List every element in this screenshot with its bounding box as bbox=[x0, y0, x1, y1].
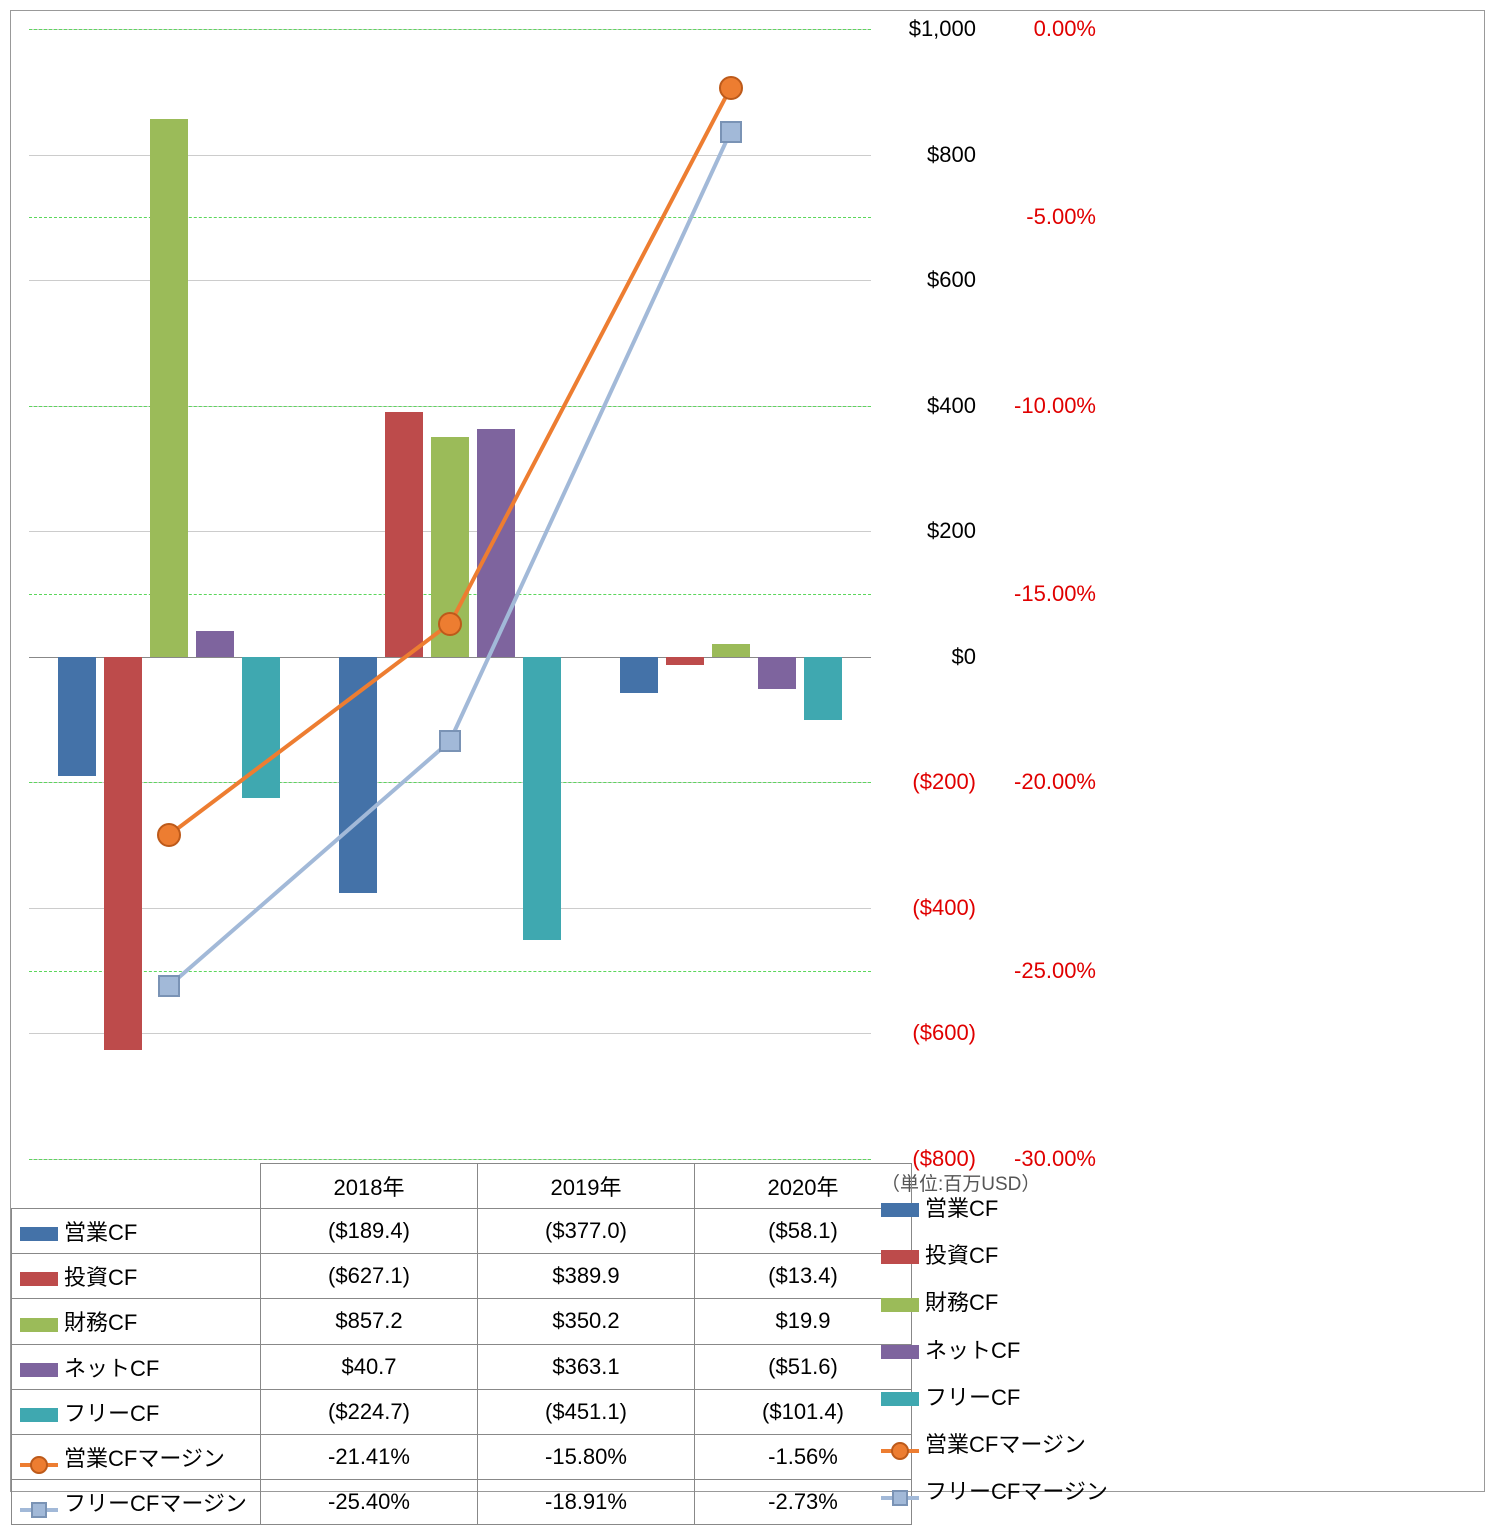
y-axis-right: 0.00%-5.00%-10.00%-15.00%-20.00%-25.00%-… bbox=[986, 29, 1096, 1159]
bar-ネットCF bbox=[196, 631, 234, 657]
chart-container: $1,000 $800 $600 $400 $200 $0 ($200) ($400) ($60… bbox=[10, 10, 1485, 1492]
table-header: 2018年 bbox=[261, 1164, 478, 1209]
table-row-label: フリーCFマージン bbox=[12, 1480, 261, 1525]
y-tick-left: $0 bbox=[952, 644, 976, 670]
bar-ネットCF bbox=[477, 429, 515, 657]
table-cell: ($189.4) bbox=[261, 1209, 478, 1254]
legend-item: 投資CF bbox=[881, 1238, 1108, 1270]
table-cell: ($58.1) bbox=[695, 1209, 912, 1254]
bar-フリーCF bbox=[523, 657, 561, 940]
zero-line bbox=[29, 657, 871, 658]
y-axis-left: $1,000$800$600$400$200$0($200)($400)($60… bbox=[881, 29, 976, 1159]
table-cell: $389.9 bbox=[478, 1254, 695, 1299]
legend-item: 営業CFマージン bbox=[881, 1427, 1108, 1459]
gridline-secondary bbox=[29, 1159, 871, 1160]
table-cell: $857.2 bbox=[261, 1299, 478, 1344]
bar-フリーCF bbox=[804, 657, 842, 721]
table-cell: $350.2 bbox=[478, 1299, 695, 1344]
gridline-secondary bbox=[29, 782, 871, 783]
marker-フリーCFマージン bbox=[158, 975, 180, 997]
bar-営業CF bbox=[620, 657, 658, 693]
table-row-label: 財務CF bbox=[12, 1299, 261, 1344]
bar-ネットCF bbox=[758, 657, 796, 689]
table-row-label: 投資CF bbox=[12, 1254, 261, 1299]
y-tick-right: -5.00% bbox=[1026, 204, 1096, 230]
bar-投資CF bbox=[104, 657, 142, 1051]
table-cell: ($377.0) bbox=[478, 1209, 695, 1254]
table-cell: -15.80% bbox=[478, 1434, 695, 1479]
table-cell: -18.91% bbox=[478, 1480, 695, 1525]
table-row-label: 営業CFマージン bbox=[12, 1434, 261, 1479]
line-営業CFマージン bbox=[448, 87, 732, 625]
y-tick-left: ($200) bbox=[912, 769, 976, 795]
table-cell: ($101.4) bbox=[695, 1389, 912, 1434]
table-cell: $363.1 bbox=[478, 1344, 695, 1389]
y-tick-left: ($400) bbox=[912, 895, 976, 921]
gridline bbox=[29, 1033, 871, 1034]
data-table: 2018年2019年2020年営業CF($189.4)($377.0)($58.… bbox=[11, 1163, 912, 1525]
bar-財務CF bbox=[712, 644, 750, 656]
table-cell: -21.41% bbox=[261, 1434, 478, 1479]
bar-財務CF bbox=[150, 119, 188, 657]
table-header: 2019年 bbox=[478, 1164, 695, 1209]
table-header: 2020年 bbox=[695, 1164, 912, 1209]
y-tick-right: -25.00% bbox=[1014, 958, 1096, 984]
marker-営業CFマージン bbox=[438, 612, 462, 636]
legend-item: ネットCF bbox=[881, 1333, 1108, 1365]
y-tick-left: $800 bbox=[927, 142, 976, 168]
table-cell: ($13.4) bbox=[695, 1254, 912, 1299]
y-tick-right: -10.00% bbox=[1014, 393, 1096, 419]
line-フリーCFマージン bbox=[168, 740, 451, 987]
y-tick-right: 0.00% bbox=[1034, 16, 1096, 42]
bar-投資CF bbox=[666, 657, 704, 665]
y-tick-left: $200 bbox=[927, 518, 976, 544]
marker-フリーCFマージン bbox=[720, 121, 742, 143]
gridline-secondary bbox=[29, 29, 871, 30]
y-tick-right: -15.00% bbox=[1014, 581, 1096, 607]
table-cell: -1.56% bbox=[695, 1434, 912, 1479]
y-tick-left: $600 bbox=[927, 267, 976, 293]
table-cell: ($224.7) bbox=[261, 1389, 478, 1434]
marker-フリーCFマージン bbox=[439, 730, 461, 752]
table-cell: -2.73% bbox=[695, 1480, 912, 1525]
gridline bbox=[29, 908, 871, 909]
table-cell: $19.9 bbox=[695, 1299, 912, 1344]
table-cell: ($451.1) bbox=[478, 1389, 695, 1434]
plot-area bbox=[29, 29, 871, 1159]
table-cell: ($51.6) bbox=[695, 1344, 912, 1389]
y-tick-left: ($600) bbox=[912, 1020, 976, 1046]
legend-item: フリーCFマージン bbox=[881, 1474, 1108, 1506]
bar-営業CF bbox=[58, 657, 96, 776]
table-cell: ($627.1) bbox=[261, 1254, 478, 1299]
table-cell: -25.40% bbox=[261, 1480, 478, 1525]
legend-item: フリーCF bbox=[881, 1380, 1108, 1412]
legend-item: 財務CF bbox=[881, 1285, 1108, 1317]
y-tick-left: $400 bbox=[927, 393, 976, 419]
table-row-label: 営業CF bbox=[12, 1209, 261, 1254]
legend-column: 営業CF 投資CF 財務CF ネットCF フリーCF 営業CFマージンフリーCFマージン bbox=[881, 1191, 1108, 1521]
bar-投資CF bbox=[385, 412, 423, 657]
y-tick-left: $1,000 bbox=[909, 16, 976, 42]
table-row-label: フリーCF bbox=[12, 1389, 261, 1434]
marker-営業CFマージン bbox=[157, 823, 181, 847]
marker-営業CFマージン bbox=[719, 76, 743, 100]
gridline-secondary bbox=[29, 971, 871, 972]
legend-item: 営業CF bbox=[881, 1191, 1108, 1223]
table-row-label: ネットCF bbox=[12, 1344, 261, 1389]
y-tick-right: -20.00% bbox=[1014, 769, 1096, 795]
table-cell: $40.7 bbox=[261, 1344, 478, 1389]
